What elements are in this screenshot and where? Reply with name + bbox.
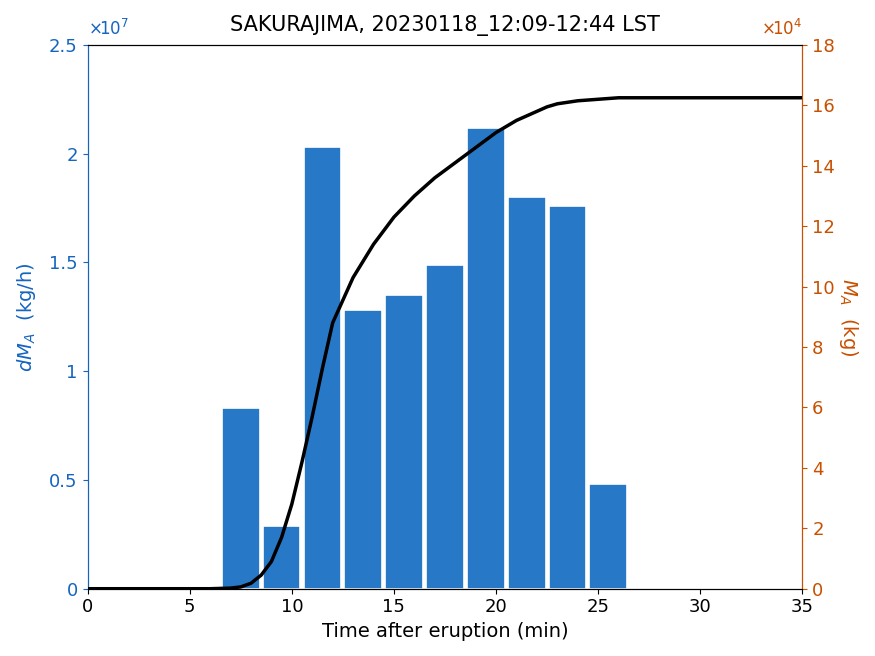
Title: SAKURAJIMA, 20230118_12:09-12:44 LST: SAKURAJIMA, 20230118_12:09-12:44 LST <box>230 15 660 36</box>
Bar <box>222 408 260 588</box>
Bar <box>385 295 423 588</box>
Y-axis label: $dM_A$  (kg/h): $dM_A$ (kg/h) <box>15 262 38 372</box>
Bar <box>345 310 382 588</box>
Bar <box>507 197 546 588</box>
Bar <box>590 484 627 588</box>
Bar <box>467 127 505 588</box>
Text: $\times\!10^7$: $\times\!10^7$ <box>88 19 129 39</box>
Text: $\times\!10^4$: $\times\!10^4$ <box>761 19 802 39</box>
Bar <box>262 525 300 588</box>
X-axis label: Time after eruption (min): Time after eruption (min) <box>322 622 568 641</box>
Bar <box>426 264 464 588</box>
Y-axis label: $M_A$  (kg): $M_A$ (kg) <box>837 277 860 356</box>
Bar <box>549 206 586 588</box>
Bar <box>304 147 341 588</box>
